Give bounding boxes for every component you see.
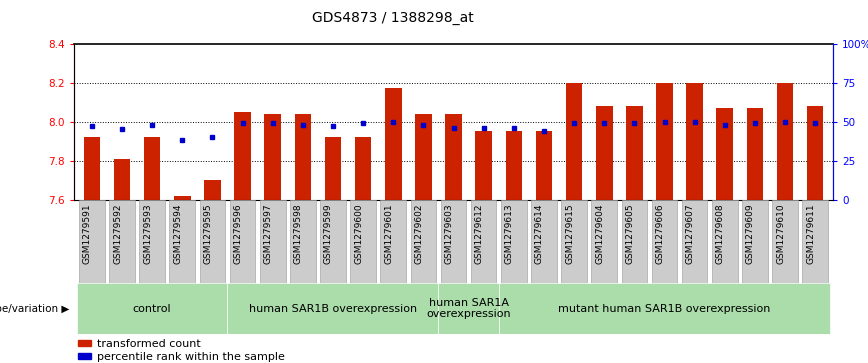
FancyBboxPatch shape	[290, 200, 316, 283]
FancyBboxPatch shape	[470, 200, 496, 283]
Bar	[536, 131, 552, 200]
Text: GSM1279605: GSM1279605	[625, 204, 635, 265]
FancyBboxPatch shape	[438, 283, 499, 334]
Text: GSM1279592: GSM1279592	[113, 204, 122, 264]
FancyBboxPatch shape	[380, 200, 406, 283]
Bar	[204, 180, 220, 200]
FancyBboxPatch shape	[227, 283, 438, 334]
Text: GSM1279604: GSM1279604	[595, 204, 604, 264]
Bar	[144, 137, 161, 200]
Bar	[385, 89, 402, 200]
Bar	[355, 137, 372, 200]
Text: GSM1279597: GSM1279597	[264, 204, 273, 265]
FancyBboxPatch shape	[712, 200, 738, 283]
Text: GSM1279595: GSM1279595	[203, 204, 213, 265]
Text: human SAR1A
overexpression: human SAR1A overexpression	[426, 298, 511, 319]
Text: GSM1279608: GSM1279608	[716, 204, 725, 265]
Bar	[566, 83, 582, 200]
Text: GSM1279602: GSM1279602	[414, 204, 424, 264]
Text: GSM1279606: GSM1279606	[655, 204, 665, 265]
FancyBboxPatch shape	[501, 200, 527, 283]
FancyBboxPatch shape	[140, 200, 165, 283]
FancyBboxPatch shape	[773, 200, 798, 283]
Text: GSM1279600: GSM1279600	[354, 204, 363, 265]
FancyBboxPatch shape	[230, 200, 255, 283]
Bar	[294, 114, 311, 200]
FancyBboxPatch shape	[652, 200, 677, 283]
Text: GSM1279611: GSM1279611	[806, 204, 815, 265]
Text: GSM1279596: GSM1279596	[233, 204, 242, 265]
Bar	[656, 83, 673, 200]
Text: transformed count: transformed count	[96, 339, 201, 348]
Text: control: control	[133, 303, 172, 314]
Text: GSM1279607: GSM1279607	[686, 204, 694, 265]
FancyBboxPatch shape	[742, 200, 767, 283]
Bar	[777, 83, 793, 200]
Text: GSM1279612: GSM1279612	[475, 204, 483, 264]
Text: GSM1279599: GSM1279599	[324, 204, 333, 265]
Bar	[77, 354, 91, 359]
Text: genotype/variation ▶: genotype/variation ▶	[0, 303, 69, 314]
Text: GSM1279603: GSM1279603	[444, 204, 453, 265]
Bar	[234, 112, 251, 200]
Text: GSM1279609: GSM1279609	[746, 204, 755, 265]
FancyBboxPatch shape	[260, 200, 286, 283]
FancyBboxPatch shape	[76, 283, 227, 334]
Text: GSM1279591: GSM1279591	[82, 204, 92, 265]
Text: GSM1279610: GSM1279610	[776, 204, 785, 265]
Text: mutant human SAR1B overexpression: mutant human SAR1B overexpression	[558, 303, 771, 314]
FancyBboxPatch shape	[441, 200, 466, 283]
Bar	[596, 106, 613, 200]
Bar	[626, 106, 642, 200]
Bar	[476, 131, 492, 200]
FancyBboxPatch shape	[682, 200, 707, 283]
Bar	[83, 137, 100, 200]
Text: GSM1279601: GSM1279601	[385, 204, 393, 265]
FancyBboxPatch shape	[621, 200, 648, 283]
Text: GSM1279598: GSM1279598	[294, 204, 303, 265]
Bar	[807, 106, 824, 200]
FancyBboxPatch shape	[109, 200, 135, 283]
Text: GSM1279614: GSM1279614	[535, 204, 544, 264]
Text: GDS4873 / 1388298_at: GDS4873 / 1388298_at	[312, 11, 474, 25]
Bar	[415, 114, 431, 200]
FancyBboxPatch shape	[591, 200, 617, 283]
Bar	[505, 131, 522, 200]
Bar	[114, 159, 130, 200]
Text: GSM1279593: GSM1279593	[143, 204, 152, 265]
FancyBboxPatch shape	[79, 200, 105, 283]
FancyBboxPatch shape	[169, 200, 195, 283]
Bar	[265, 114, 281, 200]
Bar	[325, 137, 341, 200]
Bar	[445, 114, 462, 200]
FancyBboxPatch shape	[531, 200, 556, 283]
Text: human SAR1B overexpression: human SAR1B overexpression	[249, 303, 417, 314]
FancyBboxPatch shape	[802, 200, 828, 283]
Text: GSM1279613: GSM1279613	[505, 204, 514, 265]
FancyBboxPatch shape	[562, 200, 587, 283]
Bar	[174, 196, 191, 200]
FancyBboxPatch shape	[320, 200, 345, 283]
Text: GSM1279594: GSM1279594	[174, 204, 182, 264]
FancyBboxPatch shape	[411, 200, 437, 283]
Bar	[687, 83, 703, 200]
FancyBboxPatch shape	[499, 283, 831, 334]
FancyBboxPatch shape	[351, 200, 376, 283]
Bar	[746, 108, 763, 200]
Bar	[77, 340, 91, 346]
Text: percentile rank within the sample: percentile rank within the sample	[96, 352, 285, 362]
Bar	[716, 108, 733, 200]
FancyBboxPatch shape	[200, 200, 225, 283]
Text: GSM1279615: GSM1279615	[565, 204, 574, 265]
